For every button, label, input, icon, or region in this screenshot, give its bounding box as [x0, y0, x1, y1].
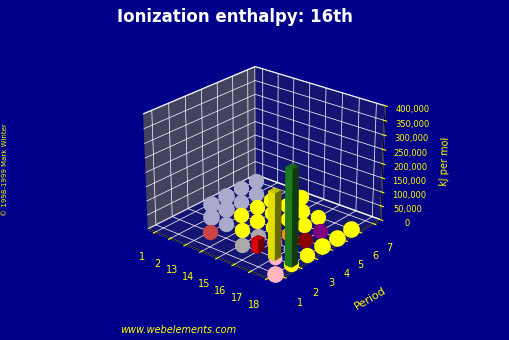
Text: © 1998-1999 Mark Winter: © 1998-1999 Mark Winter — [2, 124, 8, 216]
Text: Ionization enthalpy: 16th: Ionization enthalpy: 16th — [117, 8, 353, 26]
Y-axis label: Period: Period — [352, 286, 387, 312]
Text: www.webelements.com: www.webelements.com — [120, 325, 236, 335]
